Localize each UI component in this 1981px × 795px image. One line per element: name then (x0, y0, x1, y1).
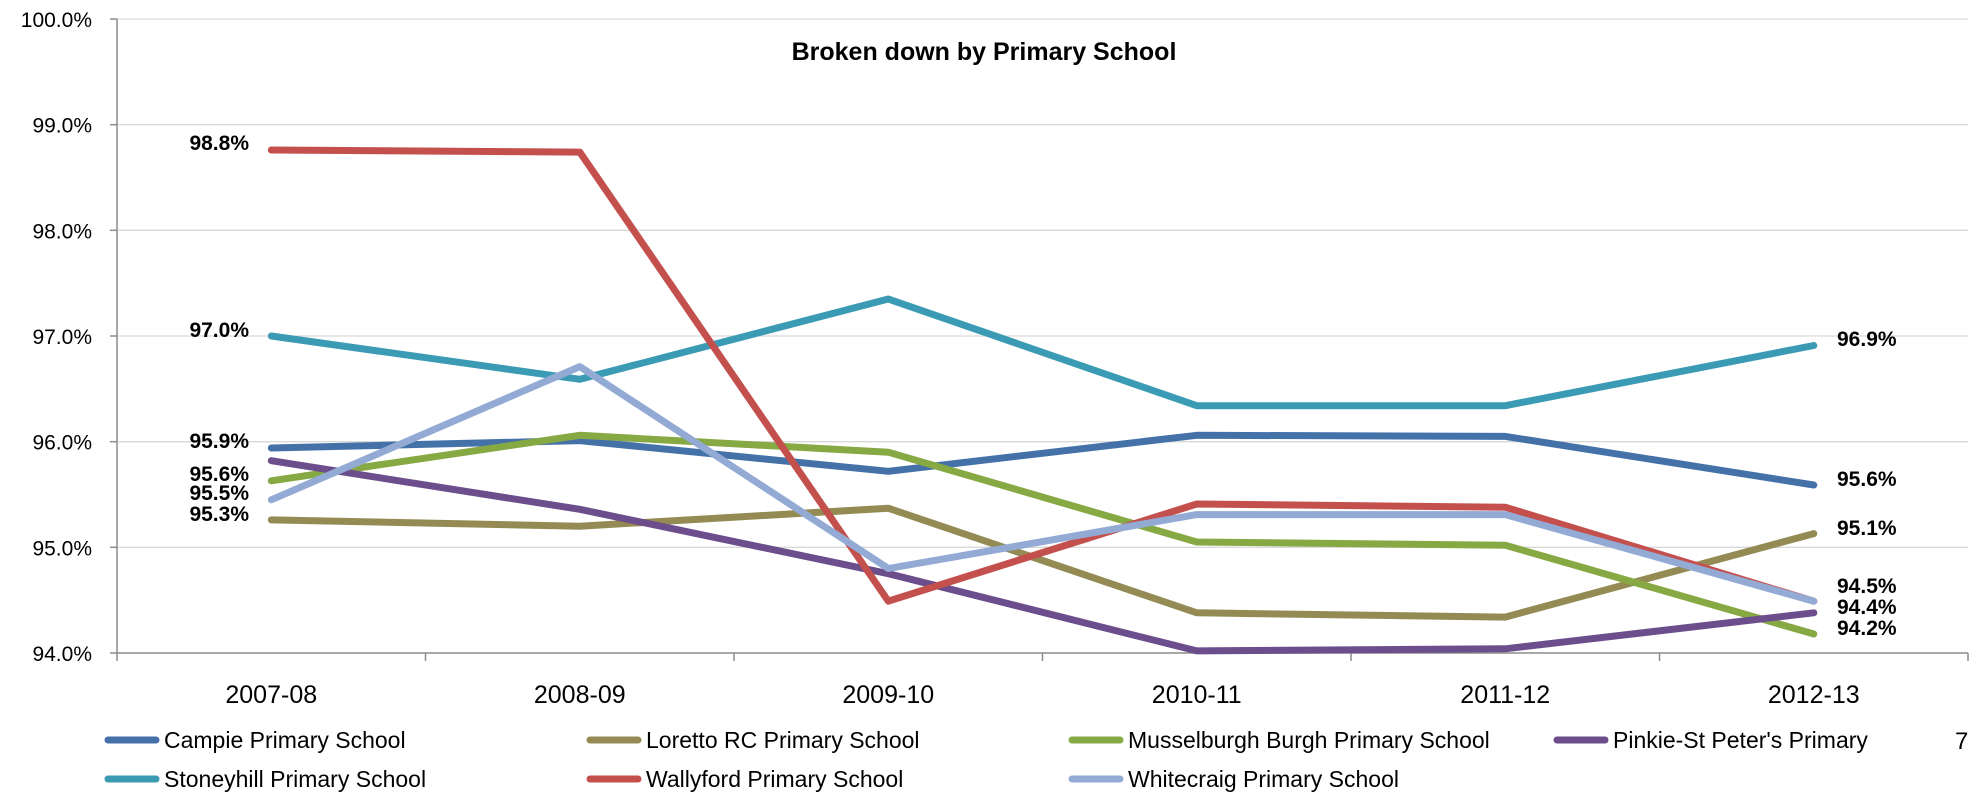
series-lines (267, 146, 1818, 655)
x-tick-label: 2009-10 (842, 681, 934, 709)
data-label: 95.6% (189, 463, 249, 486)
y-tick-label: 95.0% (32, 537, 92, 560)
data-label: 95.5% (189, 482, 249, 505)
page-number: 7 (1955, 728, 1969, 755)
legend-label: Musselburgh Burgh Primary School (1128, 727, 1490, 753)
chart-title: Broken down by Primary School (792, 38, 1177, 66)
x-tick-label: 2007-08 (225, 681, 317, 709)
legend-item: Musselburgh Burgh Primary School (1068, 727, 1490, 753)
legend-label: Campie Primary School (164, 727, 406, 753)
data-label: 94.2% (1837, 617, 1897, 640)
data-label: 97.0% (189, 319, 249, 342)
y-tick-labels: 94.0% 95.0% 96.0% 97.0% 98.0% 99.0% 100.0% (21, 9, 92, 666)
series-line (267, 363, 1818, 605)
y-tick-label: 94.0% (32, 643, 92, 666)
legend: Campie Primary School Loretto RC Primary … (104, 727, 1868, 792)
data-label: 95.9% (189, 430, 249, 453)
series-line (267, 457, 1818, 655)
data-label: 96.9% (1837, 328, 1897, 351)
data-label: 94.4% (1837, 596, 1897, 619)
data-label: 95.1% (1837, 517, 1897, 540)
y-tick-label: 100.0% (21, 9, 92, 32)
x-tick-label: 2012-13 (1768, 681, 1860, 709)
data-label: 94.5% (1837, 575, 1897, 598)
data-label: 95.3% (189, 503, 249, 526)
y-tick-label: 96.0% (32, 432, 92, 455)
legend-item: Pinkie-St Peter's Primary (1553, 727, 1868, 753)
legend-item: Loretto RC Primary School (586, 727, 920, 753)
legend-item: Stoneyhill Primary School (104, 766, 426, 792)
series-line (267, 295, 1818, 410)
y-tick-label: 97.0% (32, 326, 92, 349)
legend-label: Pinkie-St Peter's Primary (1613, 727, 1868, 753)
legend-item: Wallyford Primary School (586, 766, 903, 792)
axes (110, 18, 1969, 661)
y-tick-label: 98.0% (32, 220, 92, 243)
x-tick-labels: 2007-08 2008-09 2009-10 2010-11 2011-12 2012-… (225, 681, 1859, 709)
legend-item: Campie Primary School (104, 727, 406, 753)
series-line (267, 504, 1818, 621)
data-label: 95.6% (1837, 468, 1897, 491)
series-line (267, 431, 1818, 638)
legend-label: Wallyford Primary School (646, 766, 903, 792)
data-labels: 98.8%97.0%95.9%95.6%95.5%95.3%96.9%95.6%… (189, 132, 1896, 640)
data-label: 98.8% (189, 132, 249, 155)
x-tick-label: 2011-12 (1460, 681, 1550, 709)
legend-label: Stoneyhill Primary School (164, 766, 426, 792)
series-line (267, 431, 1818, 489)
series-line (267, 146, 1818, 605)
x-tick-label: 2010-11 (1152, 681, 1242, 709)
legend-label: Whitecraig Primary School (1128, 766, 1399, 792)
legend-label: Loretto RC Primary School (646, 727, 920, 753)
y-tick-label: 99.0% (32, 115, 92, 138)
legend-item: Whitecraig Primary School (1068, 766, 1399, 792)
x-tick-label: 2008-09 (534, 681, 626, 709)
